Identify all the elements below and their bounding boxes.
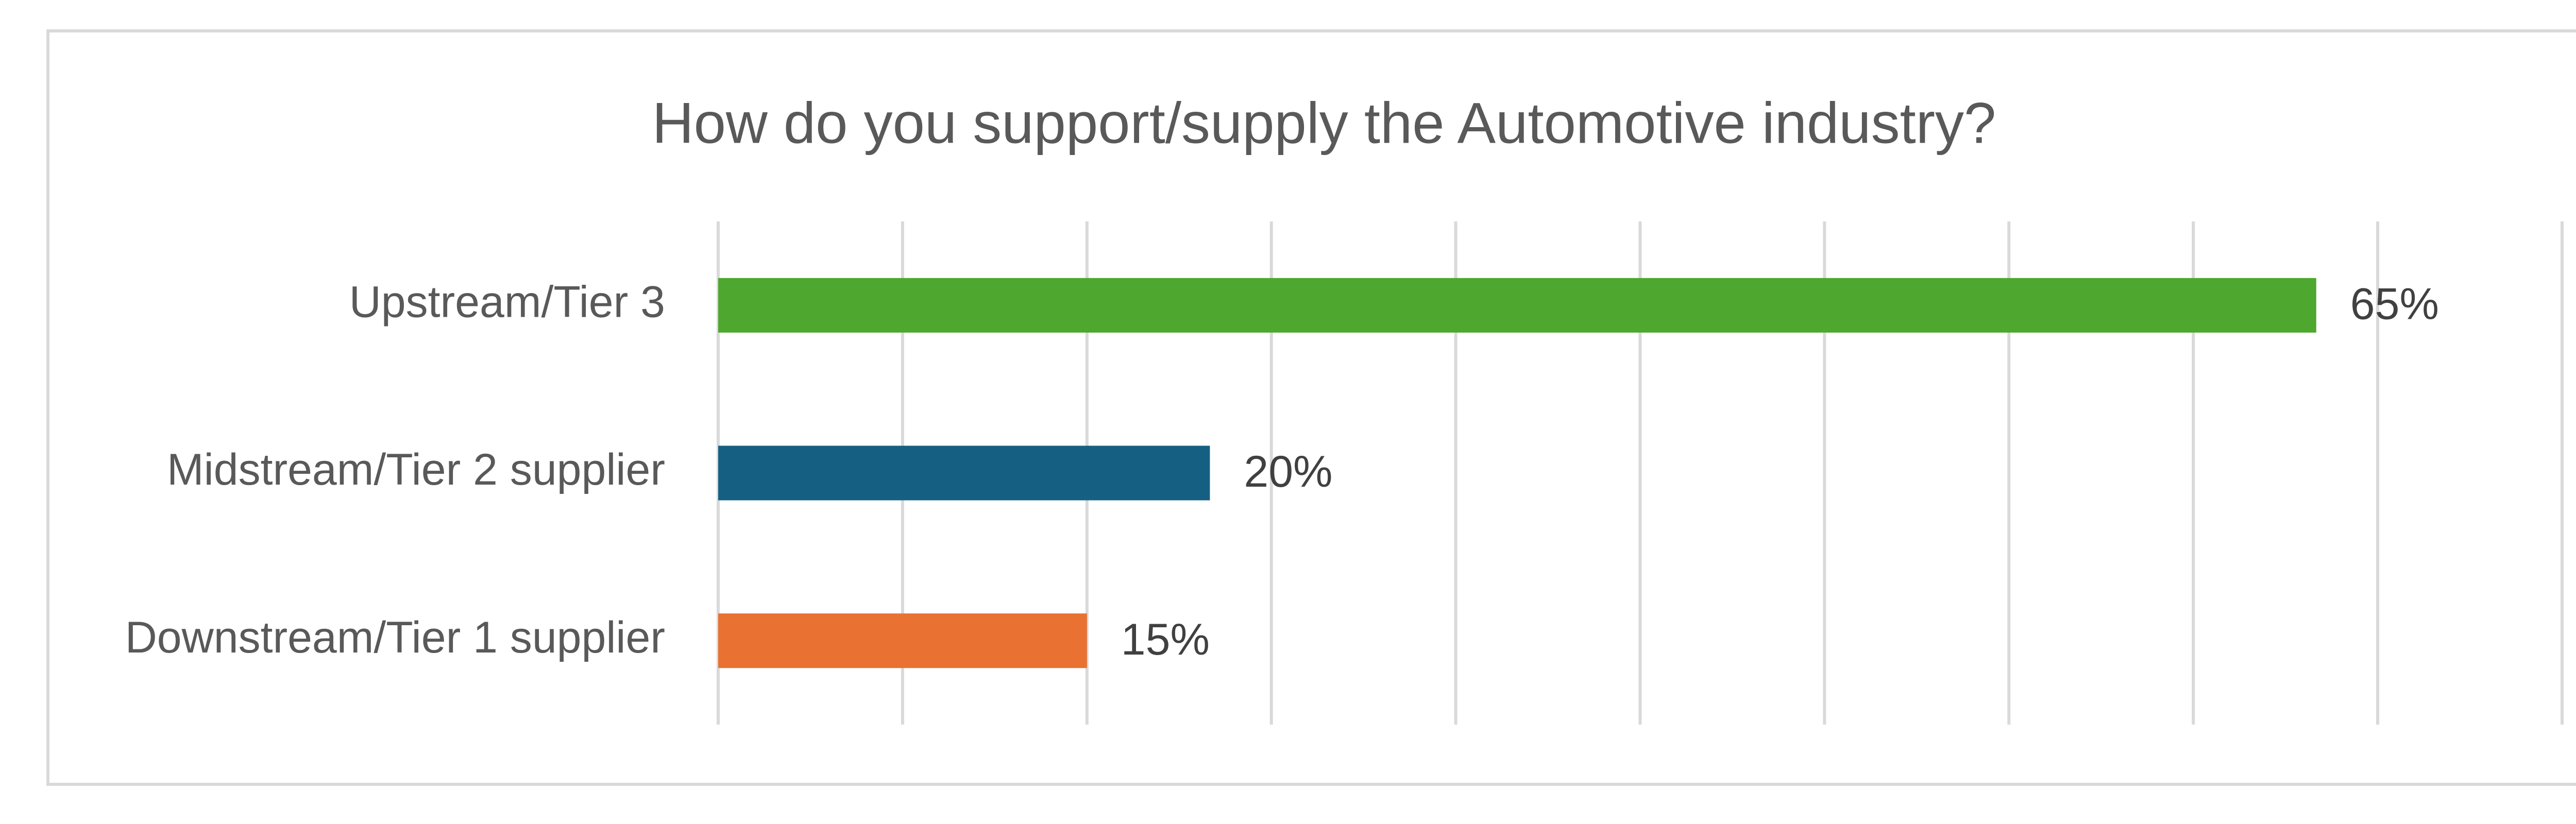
bar [718,445,1210,501]
data-label: 20% [1244,447,1332,496]
y-tick-label: Upstream/Tier 3 [349,278,665,327]
chart-title: How do you support/supply the Automotive… [652,91,1996,156]
bar [718,278,2316,333]
data-label: 65% [2350,280,2439,329]
chart-border [46,29,2576,786]
data-label: 15% [1121,615,1210,664]
y-tick-label: Downstream/Tier 1 supplier [125,613,665,662]
bar [718,613,1087,668]
y-tick-label: Midstream/Tier 2 supplier [167,445,665,494]
